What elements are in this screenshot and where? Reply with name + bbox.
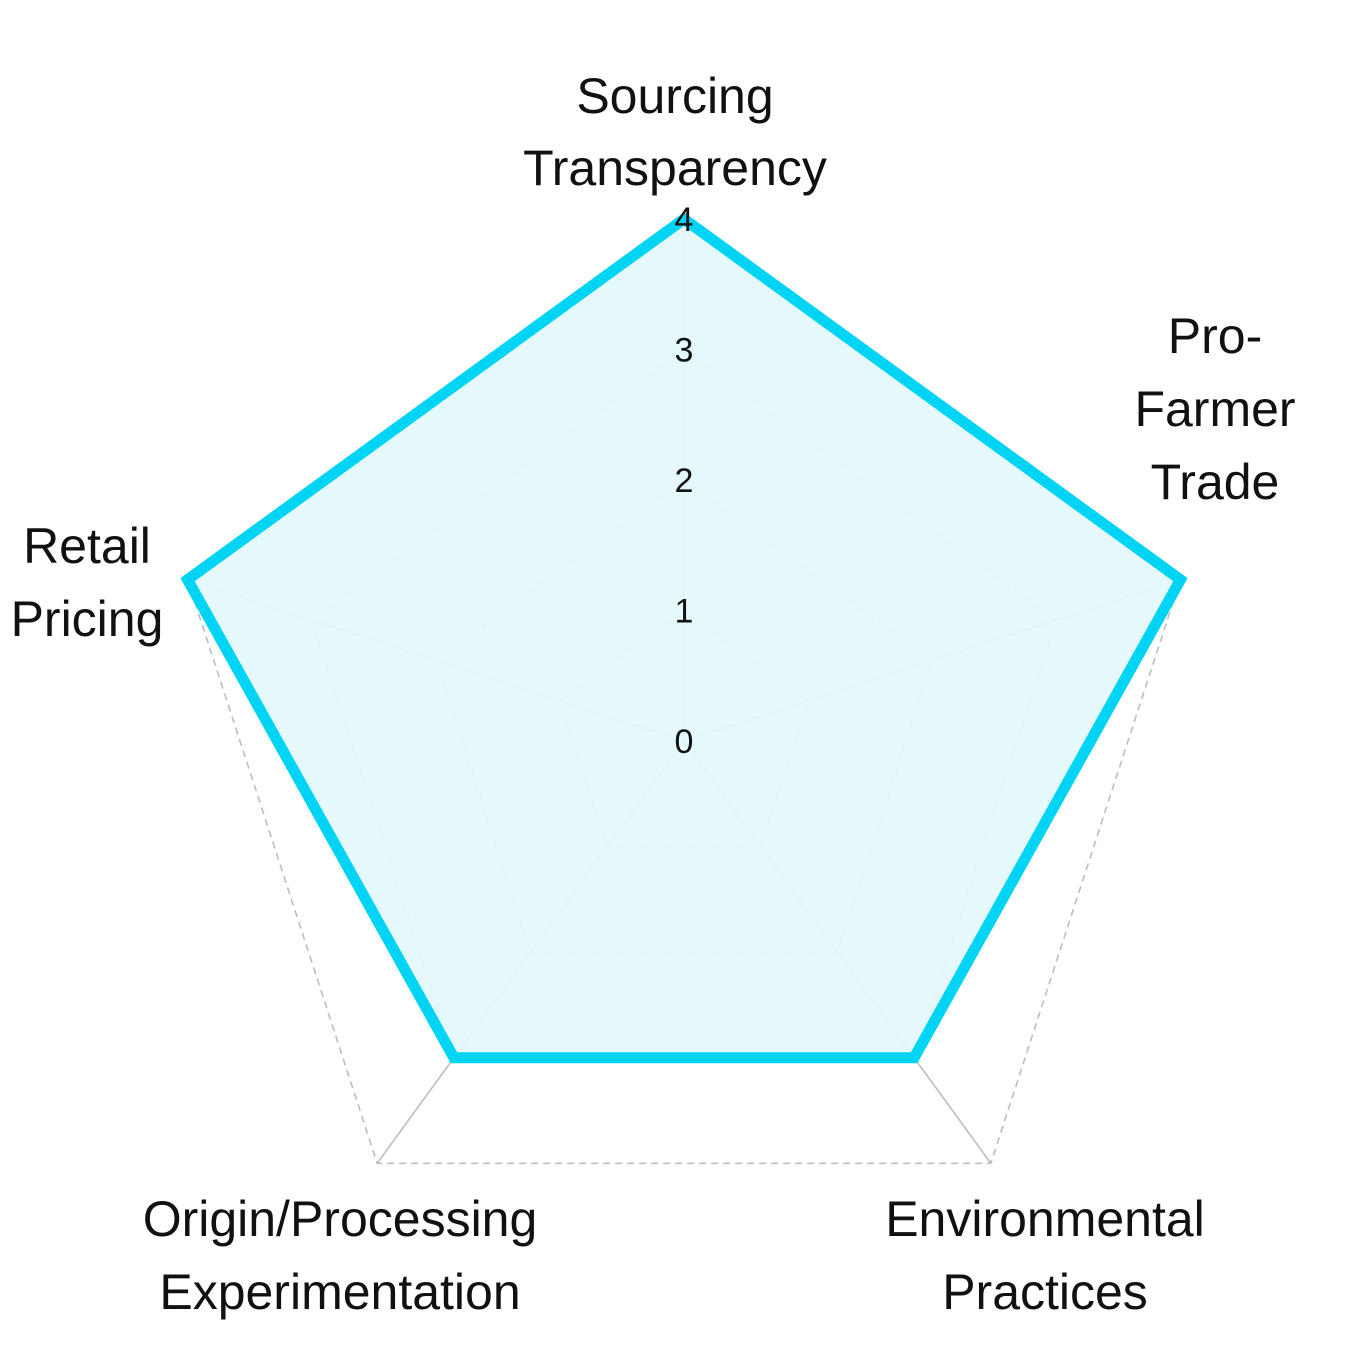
axis-label-1-line-2: Transparency [523, 140, 827, 196]
axis-label-5: Retail Pricing [11, 518, 164, 647]
axis-label-2-line-2: Farmer [1134, 381, 1295, 437]
axis-label-3-line-2: Practices [942, 1264, 1148, 1320]
axis-label-2-line-3: Trade [1151, 454, 1280, 510]
axis-label-1-line-1: Sourcing [576, 68, 773, 124]
tick-label-2: 2 [675, 462, 694, 500]
axis-label-4: Origin/Processing Experimentation [143, 1191, 538, 1320]
data-layer [180, 212, 1188, 1064]
axis-label-2-line-1: Pro- [1168, 308, 1262, 364]
axis-label-3: Environmental Practices [885, 1191, 1205, 1320]
axis-label-2: Pro- Farmer Trade [1134, 308, 1295, 510]
axis-label-4-line-1: Origin/Processing [143, 1191, 538, 1247]
axis-label-1: Sourcing Transparency [523, 68, 827, 196]
tick-label-3: 3 [675, 332, 694, 370]
axis-label-5-line-2: Pricing [11, 591, 164, 647]
tick-label-1: 1 [675, 593, 694, 631]
axis-label-5-line-1: Retail [23, 518, 151, 574]
axis-label-3-line-1: Environmental [885, 1191, 1205, 1247]
tick-label-4: 4 [675, 201, 694, 239]
tick-layer: 0 1 2 3 4 [675, 201, 694, 761]
axis-label-4-line-2: Experimentation [159, 1264, 520, 1320]
tick-label-0: 0 [675, 723, 694, 761]
axis-label-layer: Sourcing Transparency Pro- Farmer Trade Envir… [11, 68, 1296, 1320]
data-series-polygon [180, 212, 1188, 1064]
